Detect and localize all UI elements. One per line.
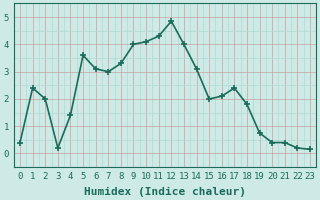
- X-axis label: Humidex (Indice chaleur): Humidex (Indice chaleur): [84, 186, 246, 197]
